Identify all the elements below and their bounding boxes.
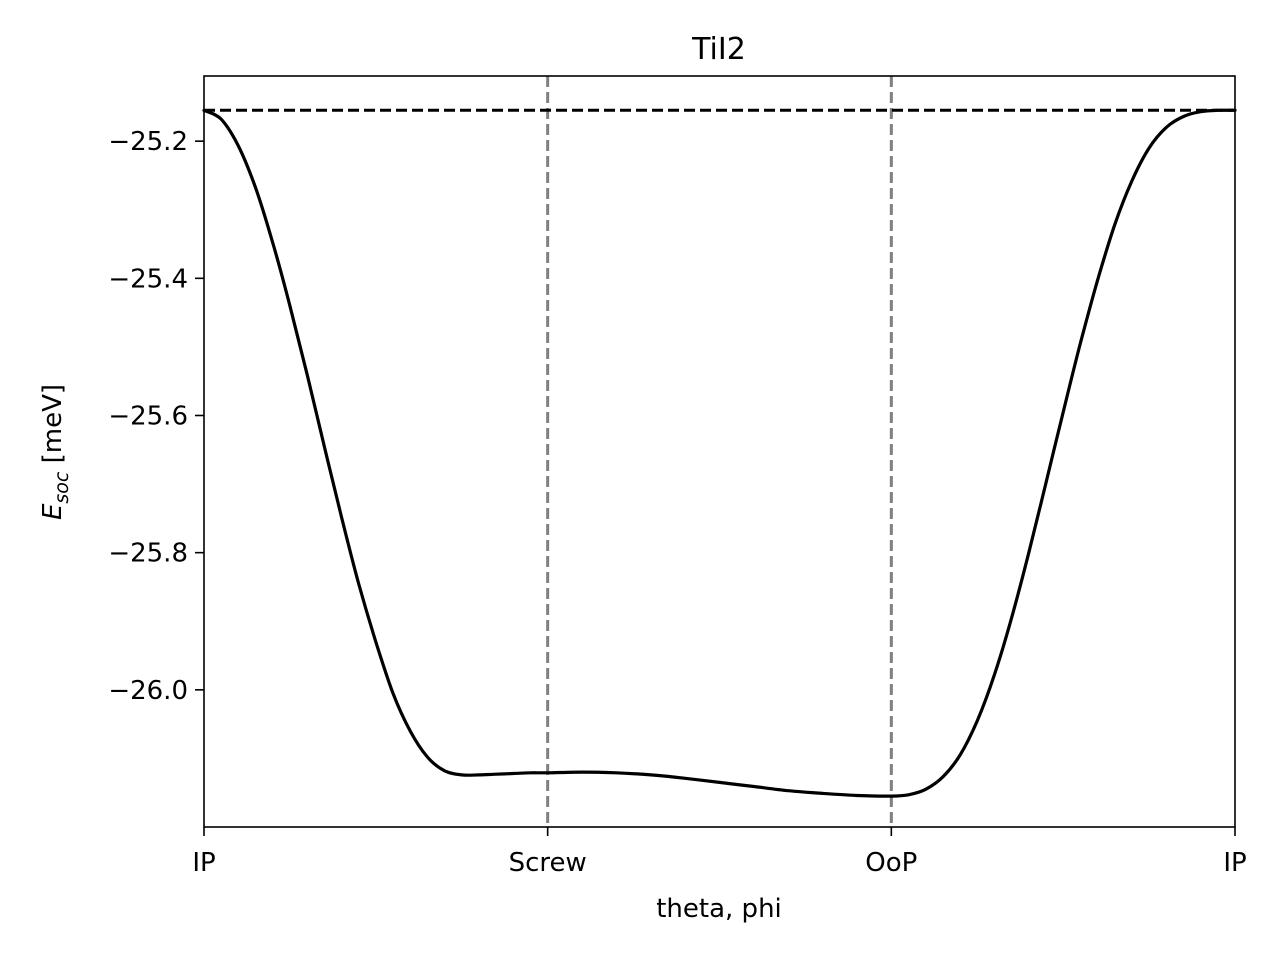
y-tick-label-4: −25.8 [108,539,188,569]
y-axis-ticks: −25.2 −25.4 −25.6 −25.8 −26.0 [108,127,204,706]
y-axis-label-unit: [meV] [38,384,68,472]
x-tick-label-2: Screw [509,848,587,878]
y-tick-label-3: −25.6 [108,401,188,431]
vertical-markers [546,76,893,827]
y-tick-label-1: −25.2 [108,127,188,157]
x-tick-label-4: IP [1223,848,1246,878]
chart-title: TiI2 [691,32,746,67]
plot-area-frame [203,75,1236,828]
y-axis-label-symbol: E [38,503,68,520]
y-tick-label-5: −26.0 [108,676,188,706]
y-tick-label-2: −25.4 [108,264,188,294]
y-axis-label: Esoc [meV] [38,384,73,520]
y-axis-label-subscript: soc [51,471,73,504]
x-axis-label: theta, phi [656,894,782,924]
data-series [202,108,1237,798]
x-tick-label-1: IP [192,848,215,878]
x-axis-ticks: IP Screw OoP IP [192,827,1247,878]
x-tick-label-3: OoP [865,848,917,878]
series-line-1 [202,108,1237,798]
